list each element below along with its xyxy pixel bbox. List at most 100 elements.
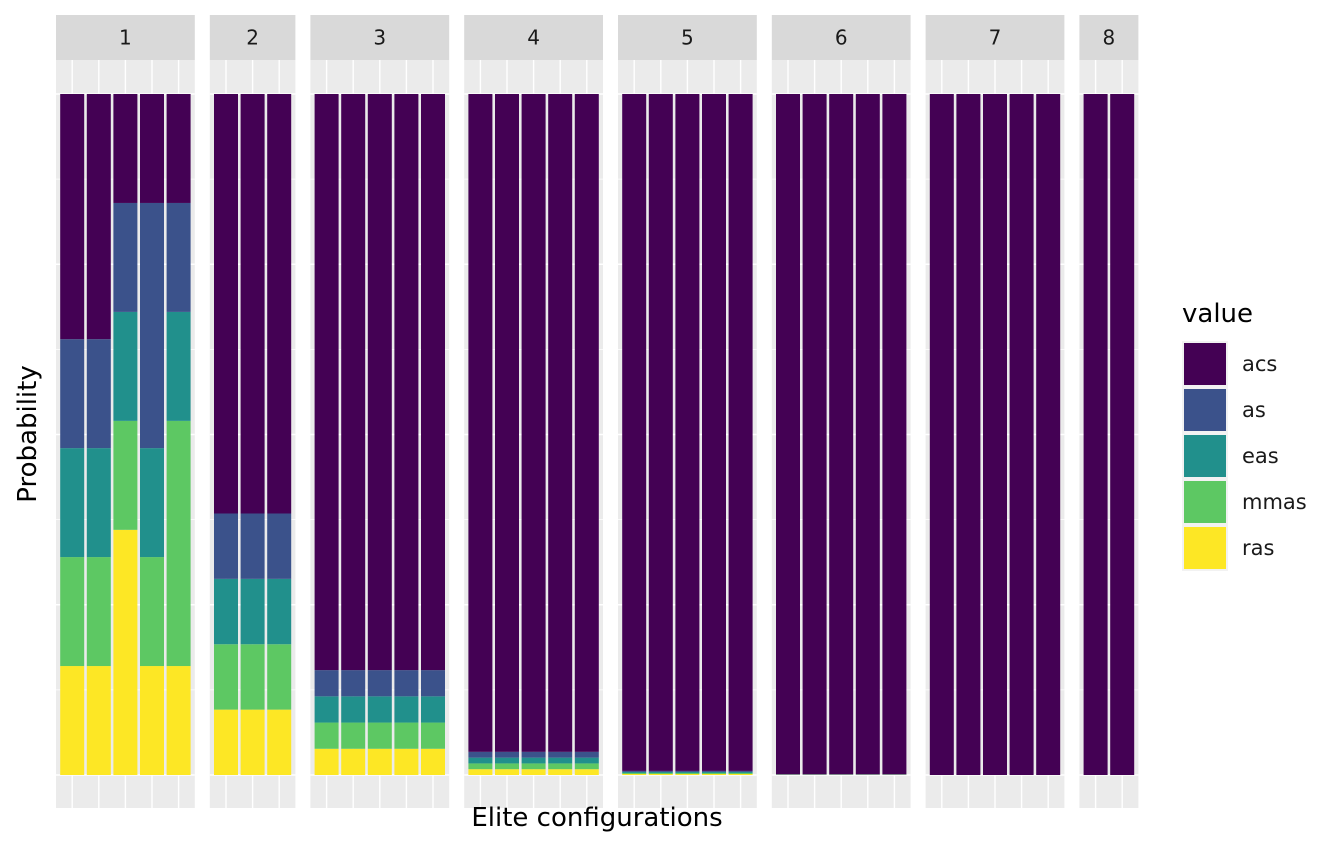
bar-segment-acs — [983, 94, 1007, 775]
bar-segment-acs — [776, 94, 800, 775]
bar-segment-ras — [548, 769, 573, 775]
bar-segment-eas — [166, 311, 191, 421]
facet-panel-3: 3 — [310, 15, 450, 808]
bar-segment-eas — [113, 311, 138, 421]
bar-segment-ras — [421, 748, 445, 775]
bar-segment-acs — [802, 94, 827, 775]
bar-segment-as — [267, 513, 292, 579]
bar-segment-as — [166, 202, 191, 312]
bar-segment-as — [728, 770, 753, 772]
facet-strip-label: 5 — [681, 26, 694, 50]
bar-segment-as — [314, 670, 339, 697]
bar-segment-acs — [495, 94, 519, 752]
bar-segment-eas — [702, 771, 726, 773]
bar-segment-eas — [240, 578, 265, 645]
bar-segment-as — [648, 770, 673, 772]
bar-segment-acs — [314, 94, 339, 671]
legend-key-as — [1184, 389, 1226, 431]
bar-segment-ras — [113, 529, 138, 775]
bar-segment-acs — [728, 94, 753, 771]
legend-key-mmas — [1184, 481, 1226, 523]
bar-segment-ras — [214, 709, 238, 775]
legend-label-as: as — [1242, 398, 1266, 422]
bar-segment-acs — [394, 94, 419, 671]
bar-segment-eas — [574, 757, 599, 764]
bar-segment-ras — [267, 709, 292, 775]
bar-segment-eas — [728, 771, 753, 773]
bar-segment-eas — [267, 578, 292, 645]
bar-segment-eas — [521, 757, 546, 764]
facet-strip — [56, 15, 195, 60]
bar-segment-acs — [1009, 94, 1034, 775]
bar-segment-mmas — [60, 557, 85, 667]
bar-segment-as — [86, 339, 111, 449]
bar-segment-acs — [367, 94, 392, 671]
bar-segment-acs — [929, 94, 954, 775]
bar-segment-acs — [622, 94, 647, 771]
bar-segment-acs — [86, 94, 111, 340]
facet-panel-1: 1 — [56, 15, 195, 808]
bar-segment-ras — [240, 709, 265, 775]
bar-segment-acs — [140, 94, 164, 203]
legend-key-ras — [1184, 527, 1226, 569]
bar-segment-ras — [648, 773, 673, 775]
facet-strip — [771, 15, 911, 60]
bar-segment-acs — [855, 94, 880, 775]
bar-segment-acs — [60, 94, 85, 340]
bar-segment-acs — [956, 94, 981, 775]
bar-segment-acs — [521, 94, 546, 752]
bar-segment-mmas — [521, 763, 546, 770]
bar-segment-eas — [394, 696, 419, 723]
facet-panel-5: 5 — [618, 15, 757, 808]
bar-segment-mmas — [267, 644, 292, 710]
bar-segment-mmas — [702, 772, 726, 774]
bar-segment-acs — [548, 94, 573, 752]
bar-segment-eas — [367, 696, 392, 723]
bar-segment-acs — [882, 94, 907, 775]
bar-segment-mmas — [468, 763, 493, 770]
bar-segment-acs — [341, 94, 366, 671]
bar-segment-eas — [214, 578, 238, 645]
bar-segment-mmas — [675, 772, 700, 774]
legend-label-eas: eas — [1242, 444, 1279, 468]
bar-segment-mmas — [166, 420, 191, 667]
bar-segment-mmas — [341, 722, 366, 749]
bar-segment-acs — [421, 94, 445, 671]
bar-segment-as — [140, 202, 164, 449]
bar-segment-ras — [495, 769, 519, 775]
facet-strip — [1079, 15, 1139, 60]
legend-key-eas — [1184, 435, 1226, 477]
bar-segment-as — [367, 670, 392, 697]
facet-strip-label: 3 — [373, 26, 386, 50]
bar-segment-eas — [548, 757, 573, 764]
bar-segment-ras — [675, 773, 700, 775]
bar-segment-mmas — [113, 420, 138, 530]
bar-segment-acs — [240, 94, 265, 514]
bar-segment-mmas — [574, 763, 599, 770]
legend-label-mmas: mmas — [1242, 490, 1307, 514]
legend-label-acs: acs — [1242, 352, 1277, 376]
facet-strip-label: 2 — [246, 26, 259, 50]
bar-segment-eas — [140, 448, 164, 558]
facet-panel-6: 6 — [771, 15, 911, 808]
facet-strip-label: 7 — [989, 26, 1002, 50]
facet-panel-2: 2 — [209, 15, 296, 808]
bar-segment-eas — [622, 771, 647, 773]
bar-segment-ras — [622, 773, 647, 775]
bar-segment-acs — [113, 94, 138, 203]
bar-segment-mmas — [648, 772, 673, 774]
facet-panel-7: 7 — [925, 15, 1065, 808]
bar-segment-as — [548, 751, 573, 758]
bar-segment-mmas — [214, 644, 238, 710]
legend-key-acs — [1184, 343, 1226, 385]
bar-segment-acs — [574, 94, 599, 752]
bar-segment-as — [495, 751, 519, 758]
bar-segment-acs — [1110, 94, 1135, 775]
bar-segment-eas — [421, 696, 445, 723]
bar-segment-as — [675, 770, 700, 772]
bar-segment-mmas — [421, 722, 445, 749]
bar-segment-eas — [675, 771, 700, 773]
bar-segment-eas — [314, 696, 339, 723]
bar-segment-ras — [574, 769, 599, 775]
bar-segment-as — [60, 339, 85, 449]
